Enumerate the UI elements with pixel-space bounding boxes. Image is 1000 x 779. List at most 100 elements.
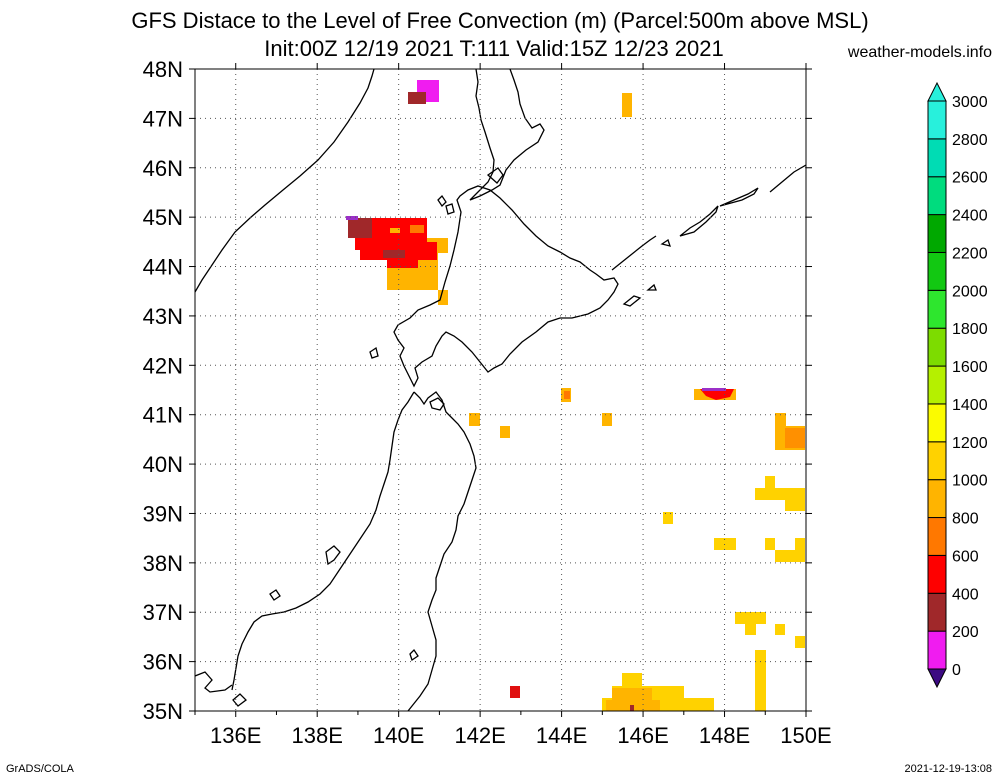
colorbar-band bbox=[927, 251, 947, 291]
latitude-label: 37N bbox=[143, 600, 183, 625]
coastline-layer bbox=[195, 69, 806, 711]
coastline bbox=[437, 194, 447, 208]
field-patch bbox=[765, 538, 805, 562]
colorbar-band bbox=[927, 441, 947, 481]
colorbar-label: 600 bbox=[952, 548, 979, 565]
coastline bbox=[195, 671, 233, 693]
coastline bbox=[409, 648, 419, 662]
latitude-label: 43N bbox=[143, 304, 183, 329]
field-patch bbox=[602, 413, 612, 426]
field-patch bbox=[630, 705, 634, 711]
field-patch bbox=[430, 80, 439, 89]
longitude-label: 140E bbox=[373, 723, 424, 748]
field-patch bbox=[702, 388, 726, 391]
field-patch bbox=[606, 688, 660, 711]
field-patch bbox=[755, 650, 766, 711]
field-patch bbox=[510, 686, 520, 698]
plot-frame bbox=[194, 68, 807, 712]
latitude-label: 47N bbox=[143, 106, 183, 131]
coastline bbox=[469, 69, 545, 201]
colorbar-band bbox=[927, 100, 947, 140]
field-patch bbox=[785, 428, 805, 448]
field-patch bbox=[410, 225, 424, 233]
colorbar-band bbox=[927, 138, 947, 178]
latitude-label: 38N bbox=[143, 551, 183, 576]
colorbar-label: 1000 bbox=[952, 473, 988, 490]
field-layer bbox=[346, 80, 805, 711]
colorbar-band bbox=[927, 554, 947, 594]
field-patch bbox=[348, 218, 372, 238]
latitude-label: 36N bbox=[143, 650, 183, 675]
latitude-label: 44N bbox=[143, 255, 183, 280]
longitude-label: 138E bbox=[292, 723, 343, 748]
footer-timestamp: 2021-12-19-13:08 bbox=[904, 763, 992, 775]
coastline bbox=[393, 185, 619, 388]
colorbar-label: 2800 bbox=[952, 132, 988, 149]
coastline bbox=[232, 693, 247, 707]
colorbar-arrow bbox=[927, 81, 947, 102]
coastline bbox=[231, 391, 415, 691]
latitude-label: 40N bbox=[143, 452, 183, 477]
coastline bbox=[719, 187, 759, 207]
colorbar-band bbox=[927, 214, 947, 253]
latitude-label: 41N bbox=[143, 403, 183, 428]
field-patch bbox=[663, 512, 673, 524]
latitude-label: 42N bbox=[143, 353, 183, 378]
field-patch bbox=[500, 426, 510, 438]
coastline bbox=[679, 205, 719, 237]
footer-software: GrADS/COLA bbox=[6, 763, 74, 775]
field-patch bbox=[346, 216, 358, 220]
coastline bbox=[622, 295, 642, 307]
coastline bbox=[646, 283, 657, 291]
colorbar-label: 1200 bbox=[952, 435, 988, 452]
colorbar-label: 200 bbox=[952, 624, 979, 641]
longitude-axis: 136E 138E 140E 142E 144E 146E 148E 150E bbox=[210, 723, 832, 748]
longitude-label: 146E bbox=[617, 723, 668, 748]
coastline bbox=[445, 203, 455, 215]
longitude-label: 144E bbox=[536, 723, 587, 748]
field-patch bbox=[735, 612, 766, 635]
longitude-label: 142E bbox=[454, 723, 505, 748]
latitude-label: 39N bbox=[143, 501, 183, 526]
colorbar-label: 2400 bbox=[952, 208, 988, 225]
colorbar: 0 200 400 600 800 1000 1200 1400 1600 1800 2000 220… bbox=[927, 81, 988, 689]
colorbar-label: 0 bbox=[952, 662, 961, 679]
latitude-label: 48N bbox=[143, 57, 183, 82]
longitude-label: 136E bbox=[210, 723, 261, 748]
longitude-label: 150E bbox=[780, 723, 831, 748]
field-patch bbox=[564, 391, 570, 399]
colorbar-band bbox=[927, 479, 947, 519]
colorbar-band bbox=[927, 403, 947, 443]
coastline bbox=[429, 397, 445, 411]
colorbar-label: 2600 bbox=[952, 170, 988, 187]
colorbar-band bbox=[927, 289, 947, 329]
latitude-label: 46N bbox=[143, 156, 183, 181]
colorbar-band bbox=[927, 630, 947, 670]
coastline bbox=[660, 238, 671, 247]
colorbar-label: 2200 bbox=[952, 245, 988, 262]
latitude-label: 35N bbox=[143, 699, 183, 724]
colorbar-label: 800 bbox=[952, 511, 979, 528]
colorbar-band bbox=[927, 517, 947, 556]
colorbar-label: 1600 bbox=[952, 359, 988, 376]
field-patch bbox=[390, 228, 400, 233]
coastline bbox=[369, 346, 379, 359]
coastline bbox=[769, 164, 806, 193]
colorbar-arrow bbox=[927, 668, 947, 689]
colorbar-label: 1400 bbox=[952, 397, 988, 414]
field-patch bbox=[469, 413, 480, 426]
coastline bbox=[269, 589, 281, 601]
field-patch bbox=[622, 93, 632, 117]
axis-ticks bbox=[189, 63, 812, 717]
colorbar-label: 1800 bbox=[952, 321, 988, 338]
coastline bbox=[407, 391, 477, 711]
colorbar-band bbox=[927, 592, 947, 632]
coastline bbox=[325, 545, 341, 566]
field-patch bbox=[795, 636, 805, 648]
map-subtitle: Init:00Z 12/19 2021 T:111 Valid:15Z 12/2… bbox=[264, 36, 724, 61]
field-patch bbox=[700, 389, 734, 400]
longitude-label: 148E bbox=[699, 723, 750, 748]
colorbar-label: 3000 bbox=[952, 94, 988, 111]
latitude-axis: 48N 47N 46N 45N 44N 43N 42N 41N 40N 39N 38N 37N 36N 3… bbox=[143, 57, 183, 724]
